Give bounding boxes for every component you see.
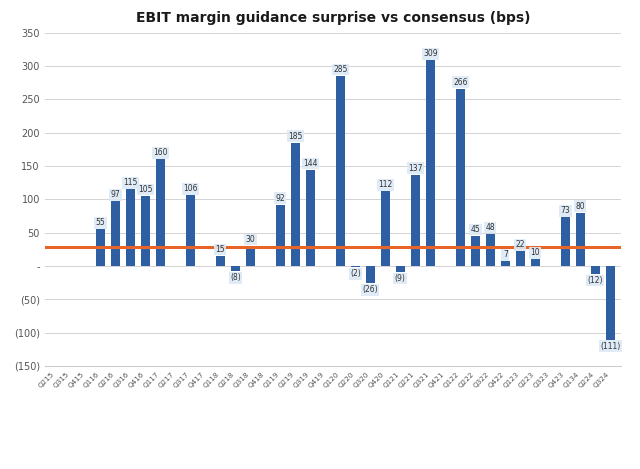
Bar <box>561 217 570 266</box>
Bar <box>246 246 255 266</box>
Text: (26): (26) <box>362 285 378 294</box>
Text: 97: 97 <box>111 190 120 199</box>
Text: (9): (9) <box>395 274 406 283</box>
Bar <box>111 201 120 266</box>
Text: 80: 80 <box>575 202 585 211</box>
Bar <box>96 229 105 266</box>
Bar <box>216 256 225 266</box>
Bar <box>156 159 165 266</box>
Text: (12): (12) <box>588 276 603 285</box>
Text: 266: 266 <box>453 78 468 87</box>
Text: 185: 185 <box>288 132 303 141</box>
Bar <box>591 266 600 274</box>
Bar <box>516 251 525 266</box>
Bar <box>426 60 435 266</box>
Bar <box>471 236 480 266</box>
Text: 285: 285 <box>333 65 348 74</box>
Text: 112: 112 <box>378 181 392 189</box>
Bar <box>531 259 540 266</box>
Bar <box>366 266 375 283</box>
Bar <box>186 195 195 266</box>
Bar <box>351 266 360 267</box>
Text: 7: 7 <box>503 250 508 259</box>
Bar <box>456 89 465 266</box>
Bar <box>606 266 615 340</box>
Text: 15: 15 <box>216 245 225 254</box>
Bar <box>141 196 150 266</box>
Text: 137: 137 <box>408 164 422 173</box>
Text: 45: 45 <box>470 225 480 234</box>
Text: 10: 10 <box>531 248 540 257</box>
Bar <box>276 204 285 266</box>
Bar <box>411 174 420 266</box>
Text: (8): (8) <box>230 273 241 282</box>
Bar <box>231 266 240 271</box>
Text: (111): (111) <box>600 342 620 351</box>
Text: 48: 48 <box>486 223 495 232</box>
Bar <box>396 266 404 272</box>
Title: EBIT margin guidance surprise vs consensus (bps): EBIT margin guidance surprise vs consens… <box>136 11 530 25</box>
Bar <box>291 143 300 266</box>
Bar <box>500 261 510 266</box>
Text: 106: 106 <box>183 184 198 193</box>
Text: 92: 92 <box>275 194 285 203</box>
Bar <box>381 191 390 266</box>
Text: 73: 73 <box>561 206 570 215</box>
Text: (2): (2) <box>350 269 361 278</box>
Bar <box>306 170 315 266</box>
Bar <box>336 76 345 266</box>
Bar <box>486 234 495 266</box>
Text: 160: 160 <box>153 148 168 158</box>
Text: 30: 30 <box>245 235 255 244</box>
Text: 144: 144 <box>303 159 317 168</box>
Text: 22: 22 <box>516 240 525 250</box>
Bar <box>126 189 135 266</box>
Text: 309: 309 <box>423 49 438 58</box>
Text: 105: 105 <box>138 185 152 194</box>
Text: 55: 55 <box>95 218 105 227</box>
Text: 115: 115 <box>123 178 138 187</box>
Bar <box>576 212 585 266</box>
